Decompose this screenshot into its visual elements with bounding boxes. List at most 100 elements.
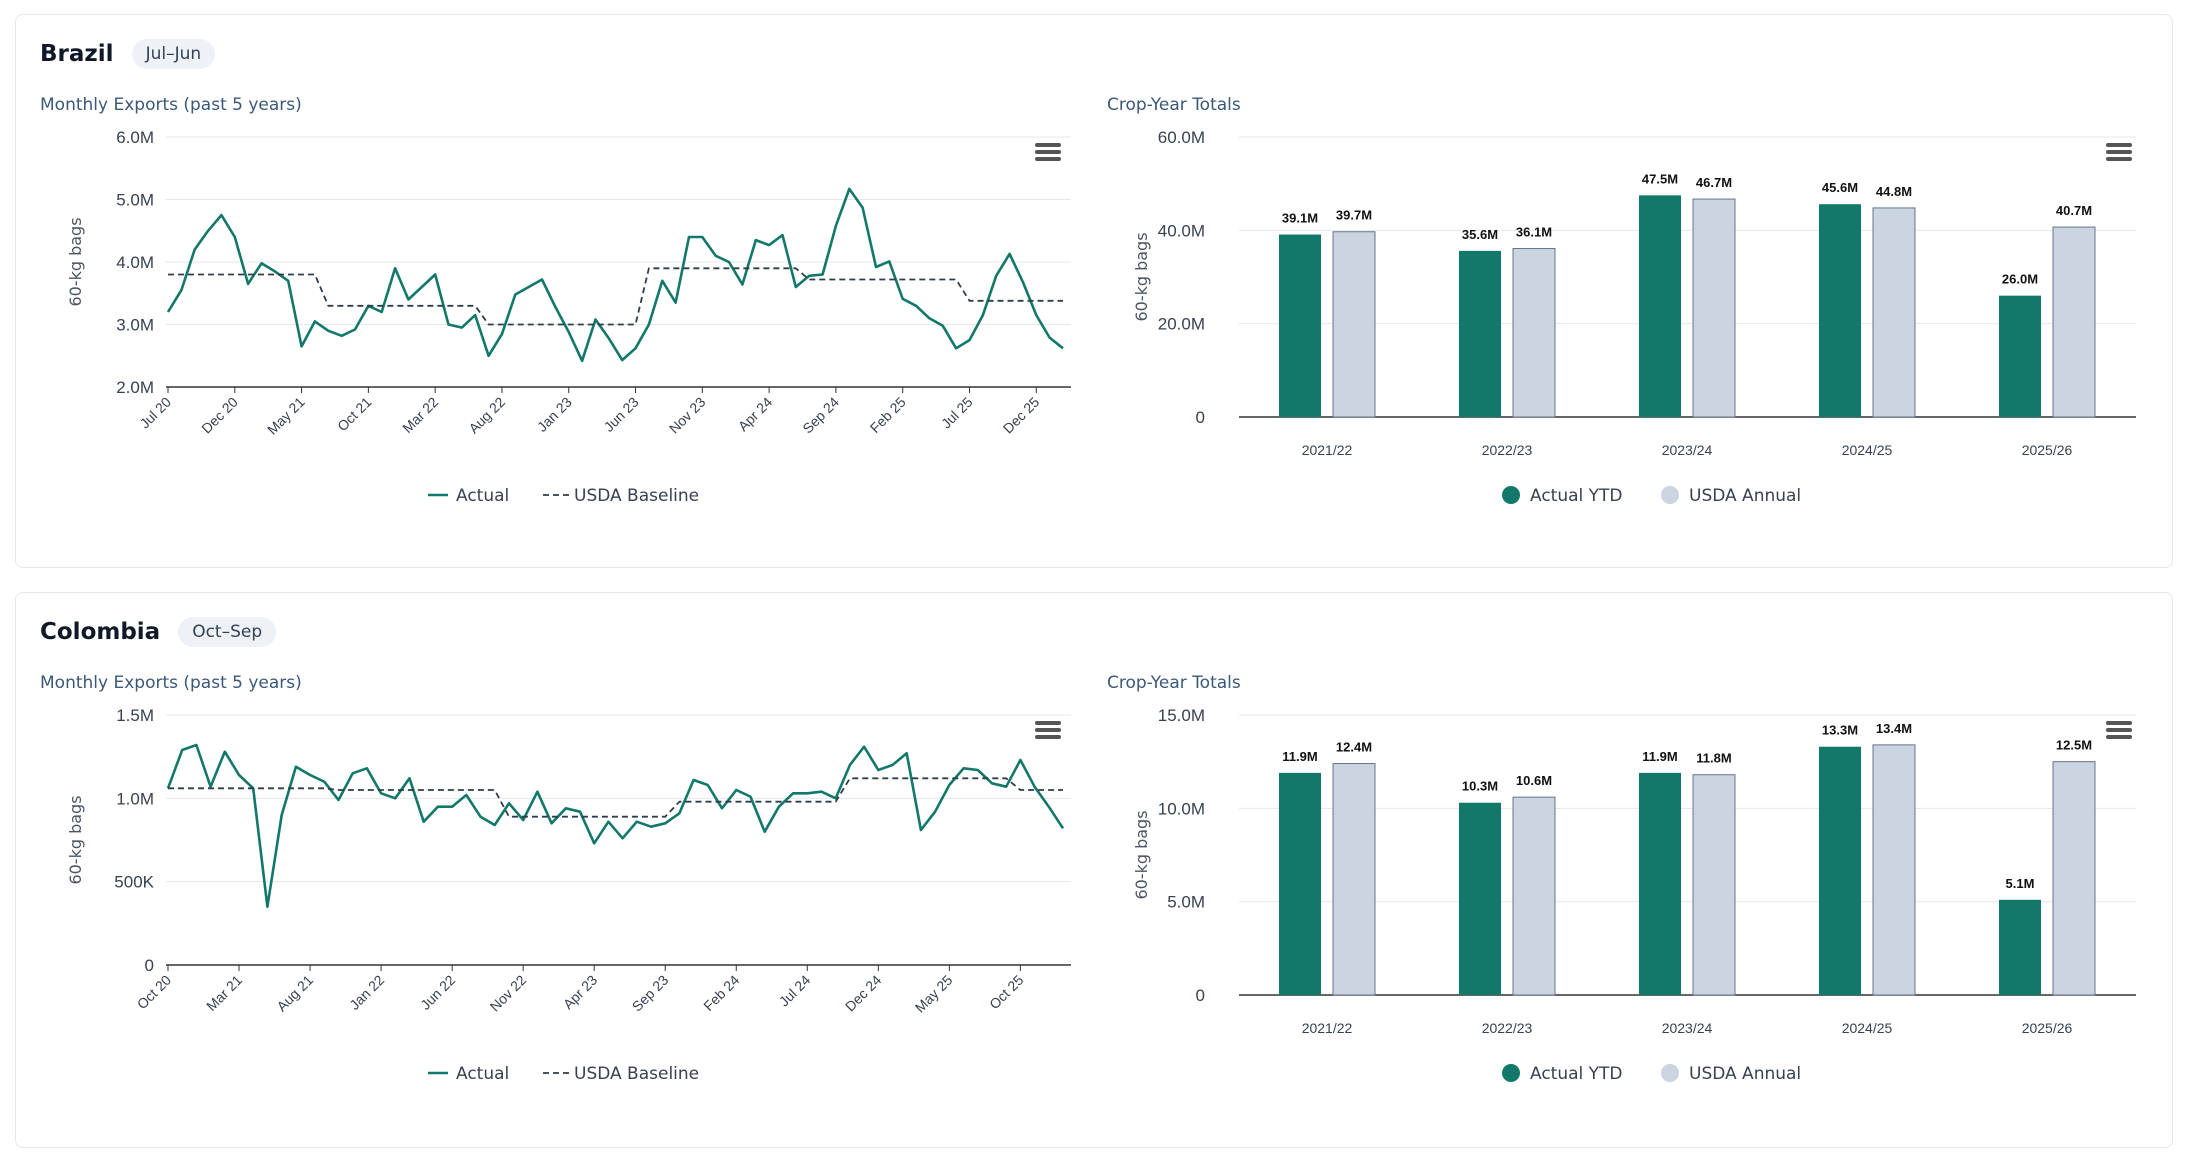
bar-actual-ytd[interactable] bbox=[1279, 234, 1321, 417]
bar-usda-annual[interactable] bbox=[1512, 796, 1556, 996]
x-tick-label: Oct 20 bbox=[134, 972, 175, 1013]
legend-actual-ytd-label: Actual YTD bbox=[1530, 486, 1623, 506]
y-axis-title: 60-kg bags bbox=[1132, 232, 1151, 321]
x-tick-label: May 21 bbox=[264, 394, 308, 438]
y-tick-label: 0 bbox=[145, 956, 154, 975]
y-tick-label: 5.0M bbox=[116, 191, 154, 210]
bar-actual-ytd[interactable] bbox=[1819, 746, 1861, 995]
actual-line bbox=[166, 187, 1064, 363]
bar-data-label: 44.8M bbox=[1876, 184, 1912, 199]
menu-bar bbox=[1035, 143, 1061, 147]
brazil-charts-svg: 2.0M 3.0M 4.0M 5.0M 6.0M 60-kg bags Jul 20 Dec … bbox=[66, 128, 2136, 506]
x-tick-label: Dec 24 bbox=[842, 972, 885, 1015]
legend-actual-ytd-label: Actual YTD bbox=[1530, 1064, 1623, 1084]
bar-usda-annual[interactable] bbox=[1512, 248, 1556, 418]
legend-usda-annual-label: USDA Annual bbox=[1689, 1064, 1801, 1084]
menu-bar bbox=[2106, 150, 2132, 154]
y-tick-label: 4.0M bbox=[116, 253, 154, 272]
x-tick-label: Dec 20 bbox=[198, 394, 241, 437]
menu-bar bbox=[1035, 728, 1061, 732]
y-axis-title: 60-kg bags bbox=[66, 795, 85, 884]
bar-usda-annual[interactable] bbox=[1872, 744, 1916, 996]
x-tick-label: Jan 23 bbox=[534, 394, 575, 435]
x-tick-label: Aug 21 bbox=[273, 972, 316, 1015]
bar-usda-annual[interactable] bbox=[1332, 763, 1376, 996]
bar-data-label: 39.7M bbox=[1336, 208, 1372, 223]
x-tick-label: Apr 23 bbox=[560, 972, 601, 1013]
menu-bar bbox=[1035, 721, 1061, 725]
bar-actual-ytd[interactable] bbox=[1819, 204, 1861, 417]
bar-actual-ytd[interactable] bbox=[1999, 295, 2041, 417]
bar-chart-menu-icon[interactable] bbox=[2102, 137, 2136, 167]
y-tick-label: 1.0M bbox=[116, 789, 154, 808]
bar-usda-annual[interactable] bbox=[2052, 761, 2096, 996]
menu-bar bbox=[2106, 157, 2132, 161]
bar-usda-annual[interactable] bbox=[1332, 231, 1376, 418]
bar-data-label: 10.6M bbox=[1516, 773, 1552, 788]
usda-baseline-line bbox=[168, 267, 1063, 326]
bar-usda-annual[interactable] bbox=[1692, 198, 1736, 418]
actual-line bbox=[166, 743, 1065, 909]
country-card-brazil: Brazil Jul–Jun Monthly Exports (past 5 y… bbox=[15, 14, 2173, 568]
y-axis-title: 60-kg bags bbox=[1132, 810, 1151, 899]
legend-actual-label: Actual bbox=[456, 1064, 509, 1084]
menu-bar bbox=[1035, 157, 1061, 161]
bar-usda-annual[interactable] bbox=[1692, 774, 1736, 996]
line-chart-title: Monthly Exports (past 5 years) bbox=[40, 673, 302, 693]
x-tick-label: Mar 22 bbox=[399, 394, 441, 436]
country-name: Colombia bbox=[40, 619, 161, 645]
legend-usda-annual-swatch[interactable] bbox=[1661, 486, 1679, 504]
bar-data-label: 46.7M bbox=[1696, 175, 1732, 190]
x-tick-label: Jun 23 bbox=[601, 394, 642, 435]
bar-data-label: 11.9M bbox=[1282, 749, 1317, 764]
bar-actual-ytd[interactable] bbox=[1279, 772, 1321, 995]
x-category-label: 2024/25 bbox=[1842, 1020, 1893, 1036]
x-category-label: 2023/24 bbox=[1662, 1020, 1713, 1036]
x-tick-label: Aug 22 bbox=[465, 394, 508, 437]
bar-usda-annual[interactable] bbox=[2052, 226, 2096, 418]
legend-actual-ytd-swatch[interactable] bbox=[1502, 1064, 1520, 1082]
legend-usda-annual-label: USDA Annual bbox=[1689, 486, 1801, 506]
y-tick-label: 15.0M bbox=[1158, 706, 1205, 725]
menu-bar bbox=[2106, 728, 2132, 732]
x-category-label: 2021/22 bbox=[1302, 442, 1353, 458]
bar-data-label: 13.4M bbox=[1876, 721, 1912, 736]
line-chart-menu-icon[interactable] bbox=[1031, 715, 1065, 745]
line-chart-title: Monthly Exports (past 5 years) bbox=[40, 95, 302, 115]
bar-actual-ytd[interactable] bbox=[1639, 195, 1681, 417]
x-tick-label: Feb 24 bbox=[700, 972, 742, 1014]
bar-actual-ytd[interactable] bbox=[1459, 250, 1501, 417]
bar-usda-annual[interactable] bbox=[1872, 207, 1916, 418]
x-tick-label: Nov 23 bbox=[666, 394, 709, 437]
bar-data-label: 10.3M bbox=[1462, 779, 1498, 794]
x-tick-label: Jun 22 bbox=[417, 972, 458, 1013]
x-tick-label: Mar 21 bbox=[203, 972, 245, 1014]
bar-data-label: 26.0M bbox=[2002, 272, 2038, 287]
season-badge: Jul–Jun bbox=[131, 39, 216, 69]
y-tick-label: 10.0M bbox=[1158, 799, 1205, 818]
y-axis-title: 60-kg bags bbox=[66, 217, 85, 306]
legend-usda-annual-swatch[interactable] bbox=[1661, 1064, 1679, 1082]
x-tick-label: Sep 24 bbox=[799, 394, 842, 437]
country-card-colombia: Colombia Oct–Sep Monthly Exports (past 5… bbox=[15, 592, 2173, 1148]
bar-actual-ytd[interactable] bbox=[1639, 772, 1681, 995]
x-category-label: 2022/23 bbox=[1482, 442, 1533, 458]
x-tick-label: Nov 22 bbox=[487, 972, 530, 1015]
bar-chart-menu-icon[interactable] bbox=[2102, 715, 2136, 745]
bar-actual-ytd[interactable] bbox=[1459, 802, 1501, 995]
bar-actual-ytd[interactable] bbox=[1999, 899, 2041, 995]
bar-data-label: 12.4M bbox=[1336, 740, 1372, 755]
x-tick-label: Jan 22 bbox=[346, 972, 387, 1013]
legend-actual-ytd-swatch[interactable] bbox=[1502, 486, 1520, 504]
legend-baseline-label: USDA Baseline bbox=[574, 486, 699, 506]
bar-data-label: 12.5M bbox=[2056, 738, 2092, 753]
x-tick-label: Feb 25 bbox=[867, 394, 909, 436]
y-tick-label: 5.0M bbox=[1167, 893, 1205, 912]
line-chart-menu-icon[interactable] bbox=[1031, 137, 1065, 167]
menu-bar bbox=[2106, 721, 2132, 725]
legend-actual-label: Actual bbox=[456, 486, 509, 506]
x-tick-label: Dec 25 bbox=[1000, 394, 1043, 437]
card-header: Brazil Jul–Jun bbox=[40, 39, 216, 69]
bar-data-label: 11.9M bbox=[1642, 749, 1677, 764]
x-category-label: 2022/23 bbox=[1482, 1020, 1533, 1036]
